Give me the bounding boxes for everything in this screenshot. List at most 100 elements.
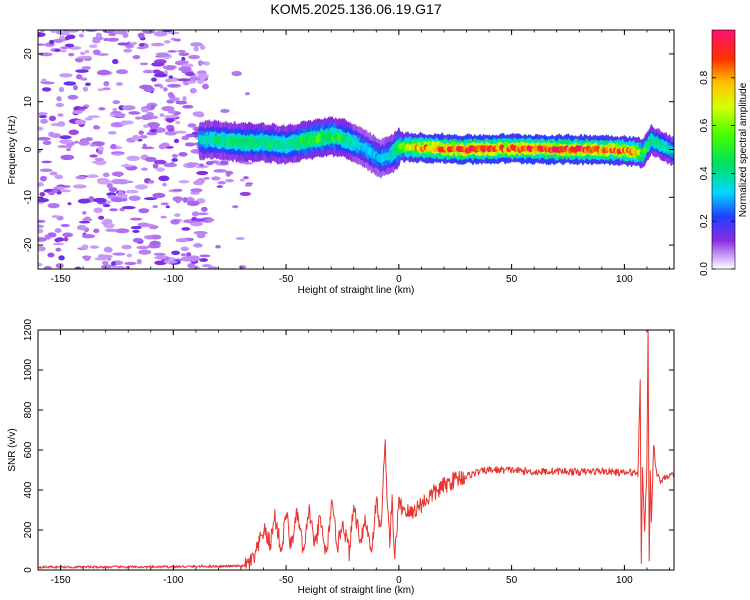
spectrogram-noise-cell <box>60 46 69 50</box>
spectrogram-noise-cell <box>63 236 69 242</box>
spectrogram-noise-cell <box>84 49 90 54</box>
spectrogram-noise-cell <box>165 205 170 209</box>
spectrogram-noise-cell <box>67 94 79 100</box>
spectrogram-noise-cell <box>137 32 145 39</box>
spectrogram-noise-cell <box>40 118 48 124</box>
spectrogram-noise-cell <box>244 183 253 187</box>
spectrogram-noise-cell <box>139 62 149 66</box>
spectrogram-noise-cell <box>219 160 229 165</box>
spectrogram-noise-cell <box>153 252 166 256</box>
spectrogram-noise-cell <box>68 52 75 57</box>
spectrogram-noise-cell <box>151 234 162 240</box>
spectrogram-noise-cell <box>239 178 245 182</box>
spectrogram-noise-cell <box>173 138 180 144</box>
spectrogram-noise-cell <box>207 266 219 269</box>
spectrogram-noise-cell <box>148 179 155 184</box>
spectrogram-noise-cell <box>38 112 48 116</box>
spectrogram-noise-cell <box>213 169 227 173</box>
snr-x-tick-label: -150 <box>51 575 71 586</box>
spectrogram-noise-cell <box>49 171 58 176</box>
spectrogram-noise-cell <box>151 62 165 67</box>
spectrogram-noise-cell <box>154 159 167 165</box>
colorbar-gradient <box>711 29 736 270</box>
spectrogram-noise-cell <box>113 153 123 156</box>
spectrogram-noise-cell <box>175 238 189 243</box>
spectrogram-noise-cell <box>186 80 196 84</box>
spectrogram-noise-cell <box>38 43 45 47</box>
spectrogram-noise-cell <box>38 228 44 234</box>
spectrogram-noise-cell <box>143 86 155 93</box>
spectrogram-noise-cell <box>184 71 195 77</box>
spectrogram-noise-cell <box>116 179 129 185</box>
spectrogram-noise-cell <box>193 243 203 248</box>
spectrogram-noise-cell <box>134 184 148 190</box>
spectrogram-noise-cell <box>58 86 65 93</box>
snr-series-line <box>38 330 674 570</box>
spectrogram-noise-cell <box>112 100 121 105</box>
spectrogram-noise-cell <box>186 252 192 257</box>
spectrogram-noise-cell <box>166 117 175 123</box>
spectrogram-noise-cell <box>58 30 70 36</box>
spectrogram-noise-cell <box>106 182 113 189</box>
spectrogram-noise-cell <box>172 188 183 192</box>
spectrogram-noise-cell <box>84 216 91 221</box>
spectrogram-noise-cell <box>174 213 181 217</box>
spectrogram-noise-cell <box>175 121 181 125</box>
spectrogram-noise-cell <box>97 150 103 155</box>
spectrogram-noise-cell <box>89 154 98 158</box>
spectrogram-noise-cell <box>125 189 139 194</box>
spectrogram-noise-cell <box>150 128 158 133</box>
spectrogram-noise-cell <box>74 140 80 144</box>
snr-y-tick-label: 1000 <box>23 358 34 381</box>
spectrogram-noise-cell <box>163 115 178 119</box>
spectrogram-noise-cell <box>82 86 89 92</box>
spectrogram-noise-cell <box>89 44 98 49</box>
spectrogram-x-tick-label: -50 <box>279 274 294 285</box>
snr-x-tick-label: 0 <box>396 575 402 586</box>
spectrogram-noise-cell <box>126 253 132 258</box>
spectrogram-noise-cell <box>94 257 108 261</box>
spectrogram-noise-cell <box>115 228 130 234</box>
spectrogram-noise-cell <box>150 104 156 110</box>
spectrogram-noise-cell <box>84 82 91 87</box>
spectrogram-noise-cell <box>58 255 65 261</box>
spectrogram-noise-cell <box>128 111 141 115</box>
spectrogram-noise-cell <box>92 49 101 56</box>
spectrogram-noise-cell <box>39 192 46 197</box>
spectrogram-noise-cell <box>60 49 67 53</box>
spectrogram-noise-cell <box>170 219 180 225</box>
spectrogram-noise-cell <box>205 218 215 222</box>
spectrogram-noise-cell <box>48 39 55 45</box>
spectrogram-noise-cell <box>172 196 184 202</box>
spectrogram-noise-cell <box>82 211 87 215</box>
spectrogram-noise-cell <box>189 162 200 166</box>
spectrogram-noise-cell <box>142 69 155 74</box>
spectrogram-noise-cell <box>48 191 56 196</box>
spectrogram-noise-cell <box>175 60 189 64</box>
spectrogram-noise-cell <box>92 38 101 44</box>
spectrogram-noise-cell <box>121 205 136 210</box>
snr-x-tick-label: 50 <box>506 575 518 586</box>
spectrogram-noise-cell <box>65 148 72 152</box>
spectrogram-noise-cell <box>160 202 169 206</box>
spectrogram-noise-cell <box>139 134 148 139</box>
spectrogram-noise-cell <box>102 172 110 178</box>
spectrogram-noise-cell <box>102 87 111 91</box>
snr-panel: -150 -100 -50 0 50 100 020040060080010001200 … <box>7 318 675 596</box>
spectrogram-noise-cell <box>41 81 55 85</box>
spectrogram-noise-cell <box>173 38 182 42</box>
spectrogram-noise-cell <box>159 84 164 89</box>
spectrogram-noise-cell <box>38 126 44 131</box>
spectrogram-noise-cell <box>216 185 223 189</box>
spectrogram-noise-cell <box>93 228 100 234</box>
spectrogram-noise-cell <box>117 190 124 196</box>
spectrogram-noise-cell <box>38 246 42 252</box>
spectrogram-noise-cell <box>132 134 140 141</box>
spectrogram-y-axis-label: Frequency (Hz) <box>7 116 18 185</box>
spectrogram-noise-cell <box>190 188 203 193</box>
spectrogram-noise-cell <box>121 105 136 111</box>
snr-x-tick-label: -50 <box>279 575 294 586</box>
spectrogram-noise-cell <box>138 130 144 135</box>
spectrogram-noise-cell <box>245 92 250 96</box>
spectrogram-noise-cell <box>162 65 169 69</box>
